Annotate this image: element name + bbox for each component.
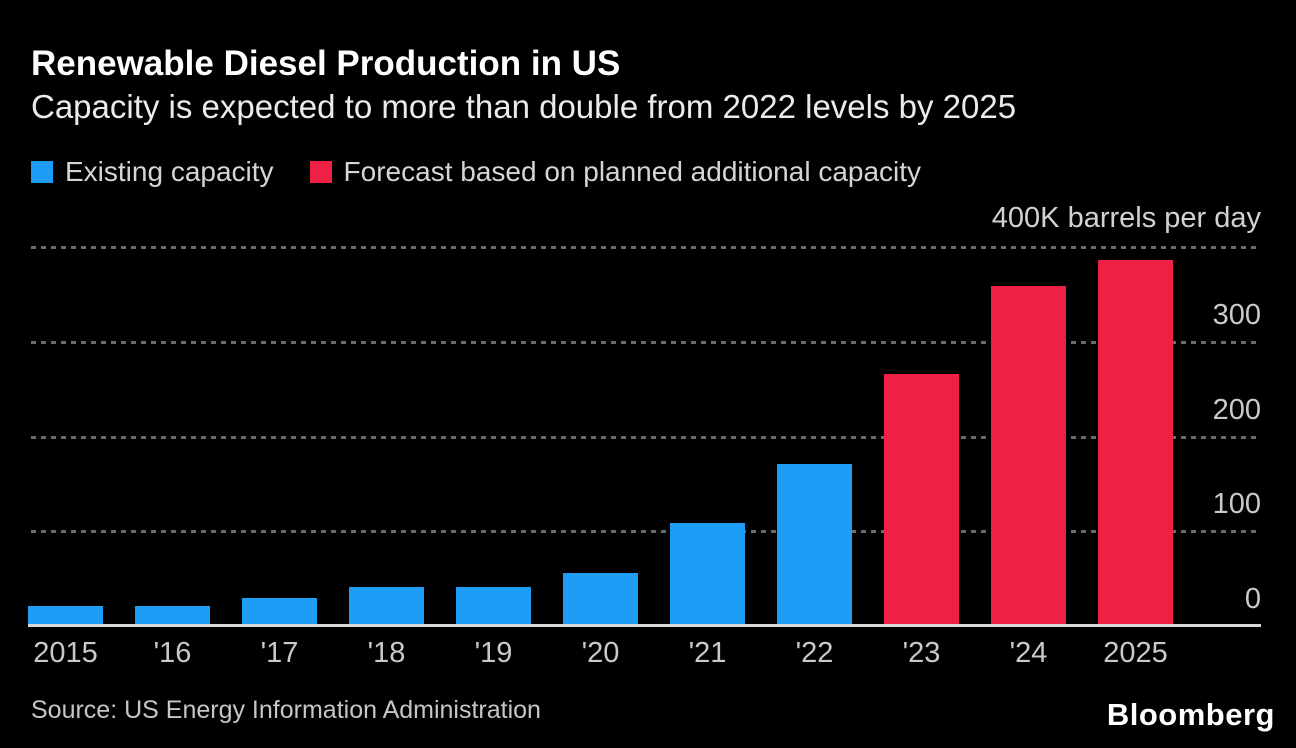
- bar-18: [349, 587, 424, 625]
- chart-title: Renewable Diesel Production in US: [31, 44, 621, 83]
- bar-23: [884, 373, 959, 625]
- legend-swatch-icon: [31, 161, 53, 183]
- legend: Existing capacity Forecast based on plann…: [31, 156, 922, 188]
- bar-21: [670, 522, 745, 625]
- x-tick-2015: 2015: [33, 637, 98, 669]
- x-tick-22: '22: [795, 637, 834, 669]
- legend-item-1: Forecast based on planned additional cap…: [309, 156, 922, 188]
- bar-2015: [28, 606, 103, 625]
- bar-24: [991, 285, 1066, 625]
- x-tick-2025: 2025: [1103, 637, 1168, 669]
- x-tick-18: '18: [367, 637, 406, 669]
- x-tick-16: '16: [153, 637, 192, 669]
- y-tick-200: 200: [1212, 393, 1261, 426]
- legend-swatch-icon: [309, 161, 332, 183]
- y-axis-unit-label: 400K barrels per day: [991, 202, 1261, 234]
- y-tick-300: 300: [1212, 298, 1261, 331]
- bar-19: [456, 587, 531, 625]
- x-tick-23: '23: [902, 637, 941, 669]
- legend-label: Forecast based on planned additional cap…: [343, 156, 922, 187]
- legend-label: Existing capacity: [65, 156, 274, 187]
- x-tick-24: '24: [1009, 637, 1048, 669]
- bar-17: [242, 598, 317, 625]
- y-tick-0: 0: [1244, 583, 1261, 615]
- gridline-300: [31, 340, 1261, 344]
- gridline-400: [31, 246, 1261, 249]
- chart-subtitle: Capacity is expected to more than double…: [31, 88, 1017, 125]
- y-tick-100: 100: [1212, 488, 1261, 521]
- x-tick-17: '17: [260, 637, 299, 669]
- bar-16: [135, 606, 210, 625]
- bloomberg-logo: Bloomberg: [1106, 697, 1275, 732]
- x-tick-21: '21: [688, 637, 727, 669]
- x-tick-19: '19: [474, 637, 513, 669]
- bar-20: [563, 572, 638, 625]
- x-axis-baseline: [28, 624, 1261, 627]
- gridline-200: [31, 435, 1261, 439]
- bar-22: [777, 463, 852, 625]
- gridline-100: [31, 530, 1261, 534]
- x-tick-20: '20: [581, 637, 620, 669]
- bar-2025: [1098, 260, 1173, 625]
- legend-item-0: Existing capacity: [31, 156, 274, 188]
- source-attribution: Source: US Energy Information Administra…: [31, 696, 541, 724]
